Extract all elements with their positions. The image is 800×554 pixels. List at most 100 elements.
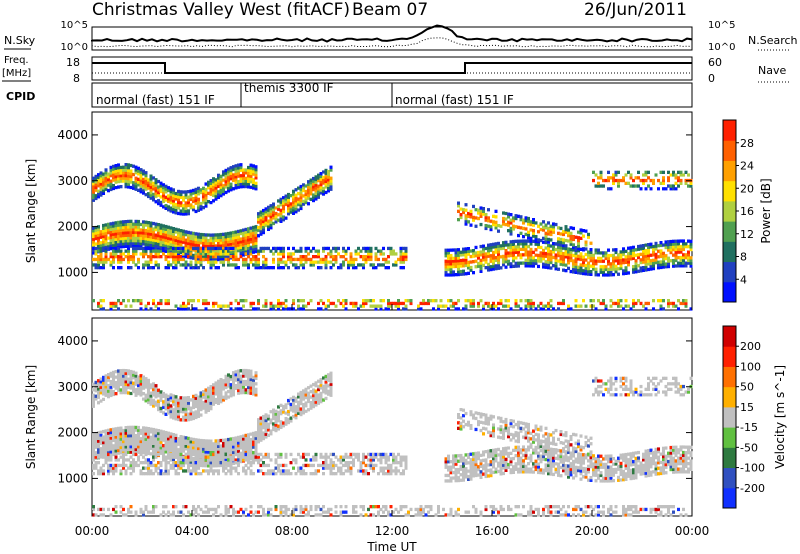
echo-cell [197,412,200,416]
echo-cell [289,207,293,212]
echo-cell [277,304,280,308]
echo-cell [114,166,118,170]
echo-cell [604,304,608,308]
echo-cell [144,505,148,509]
echo-cell [92,237,95,241]
echo-cell [132,387,135,391]
echo-cell [674,247,678,252]
echo-cell [112,304,115,308]
echo-cell [207,395,210,399]
echo-cell [574,262,578,266]
echo-cell [137,172,140,176]
echo-cell [104,176,108,180]
echo-cell [529,307,533,311]
echo-cell [369,252,373,256]
echo-cell [259,435,263,440]
echo-cell [479,269,483,273]
echo-cell [619,253,623,257]
echo-cell [194,472,198,476]
echo-cell [562,243,565,248]
echo-cell [642,304,645,308]
echo-cell [167,301,170,306]
echo-cell [174,505,178,509]
echo-cell [194,187,198,192]
echo-cell [144,228,148,233]
echo-cell [492,214,495,218]
echo-cell [239,182,243,186]
echo-cell [229,463,233,468]
echo-cell [262,249,265,253]
echo-cell [497,301,500,306]
echo-cell [122,242,125,246]
echo-cell [404,246,408,251]
echo-cell [477,211,480,215]
echo-cell [489,256,493,261]
echo-cell [582,248,585,252]
echo-cell [187,398,190,402]
echo-cell [547,255,550,259]
echo-cell [389,252,393,256]
echo-cell [272,427,275,432]
echo-cell [254,450,258,454]
echo-cell [107,222,110,226]
echo-cell [114,172,118,176]
echo-cell [169,248,173,252]
echo-cell [502,211,505,215]
echo-cell [569,256,573,260]
echo-cell [509,221,513,225]
echo-cell [129,428,133,432]
echo-cell [124,174,128,178]
echo-cell [229,166,233,170]
echo-cell [232,445,235,449]
echo-cell [212,388,215,392]
echo-cell [237,461,240,465]
echo-cell [184,404,188,408]
echo-cell [467,247,470,251]
echo-cell [617,181,620,185]
echo-cell [199,394,203,398]
echo-cell [127,233,130,237]
echo-cell [539,301,543,306]
echo-cell [507,243,510,247]
echo-cell [234,447,238,451]
echo-cell [199,458,203,462]
echo-cell [194,443,198,447]
echo-cell [459,213,463,217]
echo-cell [172,199,175,203]
echo-cell [149,177,153,181]
echo-cell [279,214,283,218]
echo-cell [174,202,178,207]
echo-cell [542,254,545,258]
echo-cell [454,259,458,263]
echo-cell [264,435,268,439]
echo-cell [99,452,103,457]
echo-cell [224,391,228,395]
echo-cell [197,299,200,303]
echo-cell [117,246,120,251]
echo-cell [294,210,298,214]
echo-cell [242,171,245,175]
echo-cell [189,469,193,473]
echo-cell [137,425,140,430]
echo-cell [552,307,555,311]
echo-cell [149,510,153,514]
echo-cell [162,438,165,442]
echo-cell [619,266,623,271]
echo-cell [282,249,285,253]
echo-cell [534,307,538,311]
echo-cell [112,243,115,247]
echo-cell [652,299,655,303]
echo-cell [672,245,675,249]
echo-cell [247,433,250,437]
echo-cell [147,458,150,462]
echo-cell [589,259,593,263]
echo-cell [112,427,115,431]
echo-cell [289,205,293,209]
echo-cell [142,375,145,379]
echo-cell [187,418,190,422]
echo-cell [207,386,210,390]
echo-cell [99,299,103,303]
echo-cell [509,251,513,255]
echo-cell [497,258,500,262]
echo-cell [92,263,95,267]
